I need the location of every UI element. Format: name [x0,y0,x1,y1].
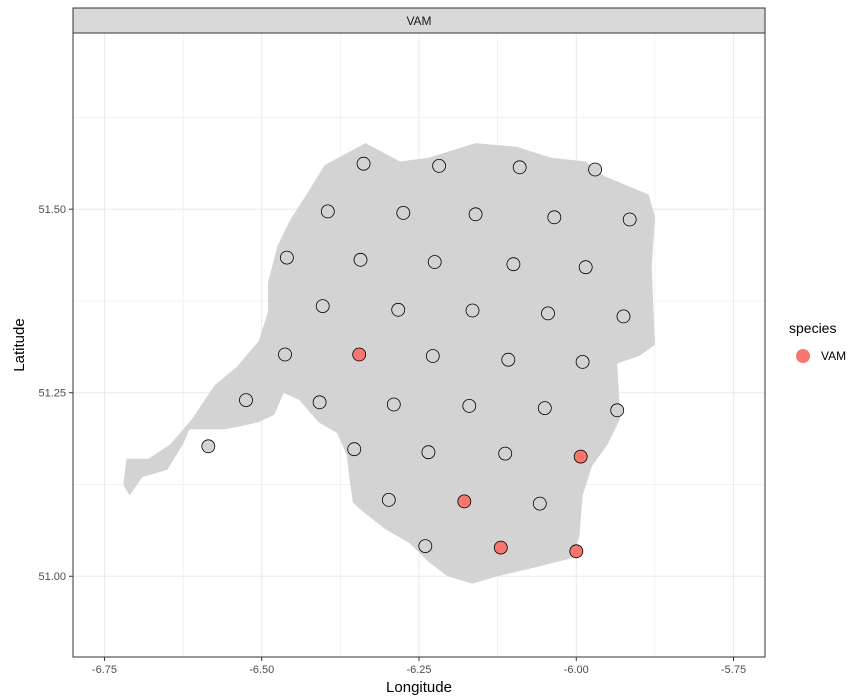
x-axis-ticks: -6.75 -6.50 -6.25 -6.00 -5.75 [92,657,746,676]
data-point-vam-absent [512,160,527,175]
y-axis-title: Latitude [11,318,28,371]
data-point-vam-absent [468,207,483,222]
data-point-vam-absent [239,393,253,408]
data-point-vam-absent [506,257,521,272]
x-tick-label: -6.00 [564,664,589,676]
points-layer [201,156,637,559]
data-point-vam-absent [465,303,480,318]
data-point-vam-absent [353,252,368,267]
data-point-vam-present [493,540,508,555]
data-point-vam-absent [462,398,477,413]
y-tick-label: 51.00 [38,571,66,583]
data-point-vam-present [573,449,588,464]
data-point-vam-absent [201,439,216,454]
data-point-vam-absent [578,260,593,275]
data-point-vam-absent [315,299,330,314]
data-point-vam-absent [616,309,631,324]
data-point-vam-absent [537,401,552,416]
y-tick-label: 51.50 [38,204,66,216]
data-point-vam-absent [418,539,433,553]
data-point-vam-absent [588,162,602,177]
legend-title: species [789,320,836,336]
facet-strip [72,7,766,34]
data-point-vam-absent [279,250,294,265]
facet-strip-label: VAM [406,14,431,28]
data-point-vam-absent [396,205,411,220]
x-tick-label: -5.75 [721,664,746,676]
data-point-vam-absent [421,445,436,460]
x-tick-label: -6.50 [249,664,274,676]
data-point-vam-absent [610,403,625,418]
data-point-vam-absent [278,347,292,362]
data-point-vam-present [352,347,367,362]
data-point-vam-present [569,544,584,559]
data-point-vam-absent [541,306,555,321]
data-point-vam-absent [391,302,406,317]
data-point-vam-absent [547,210,562,225]
legend-label-vam: VAM [821,349,846,363]
data-point-vam-absent [498,446,513,461]
y-axis-ticks: 51.00 51.25 51.50 [38,204,73,583]
data-point-vam-absent [501,352,516,367]
x-tick-label: -6.25 [406,664,431,676]
data-point-vam-absent [622,212,637,227]
x-tick-label: -6.75 [92,664,117,676]
data-point-vam-absent [320,204,335,219]
data-point-vam-absent [432,158,447,173]
data-point-vam-present [457,494,472,509]
data-point-vam-absent [381,492,396,507]
data-point-vam-absent [347,442,362,457]
region-polygon [123,143,655,584]
legend: species VAM [789,320,846,363]
data-point-vam-absent [312,395,327,410]
data-point-vam-absent [575,354,590,369]
data-point-vam-absent [425,349,440,363]
data-point-vam-absent [532,496,547,511]
data-point-vam-absent [427,255,442,269]
x-axis-title: Longitude [386,679,452,696]
legend-key-vam [796,349,810,363]
data-point-vam-absent [356,156,371,171]
data-point-vam-absent [386,397,401,412]
y-tick-label: 51.25 [38,388,66,400]
